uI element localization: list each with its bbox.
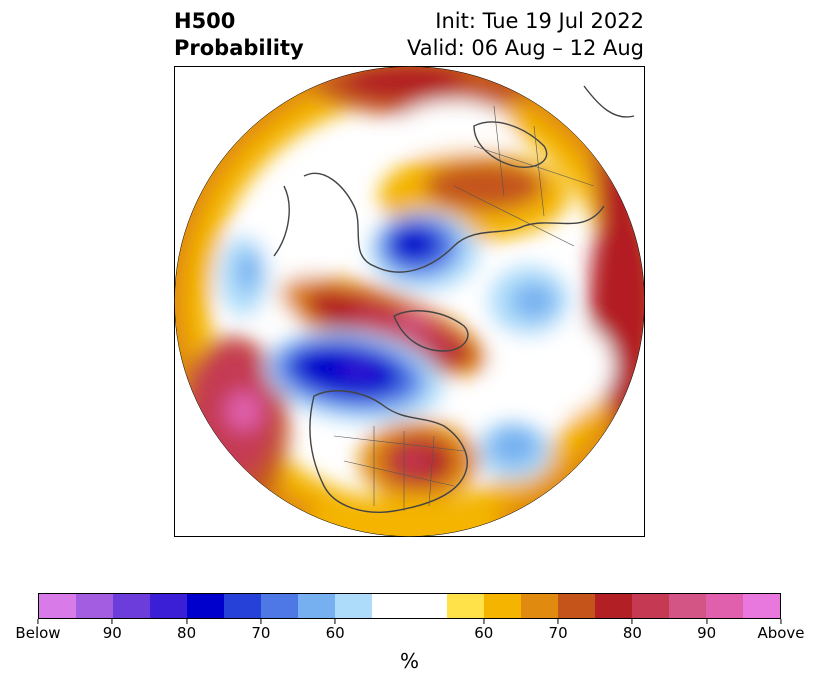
colorbar-segment xyxy=(409,594,447,618)
colorbar-ticks: Below 90 80 70 60 60 70 80 90 Above xyxy=(15,619,805,649)
valid-range: Valid: 06 Aug – 12 Aug xyxy=(406,36,644,60)
colorbar-tick-label: Above xyxy=(757,624,805,642)
title-right: Init: Tue 19 Jul 2022 Valid: 06 Aug – 12… xyxy=(407,8,644,62)
colorbar-tick-label: 70 xyxy=(251,624,271,642)
colorbar-segment xyxy=(150,594,188,618)
colorbar-segment xyxy=(335,594,373,618)
coastlines xyxy=(273,85,635,513)
colorbar-segment xyxy=(631,594,669,618)
colorbar-tick: 80 xyxy=(177,619,196,642)
init-date: Init: Tue 19 Jul 2022 xyxy=(435,9,644,33)
colorbar-tick-label: Below xyxy=(15,624,61,642)
colorbar-tick-label: 80 xyxy=(177,624,197,642)
probability-map xyxy=(174,66,645,537)
colorbar-tick: 60 xyxy=(474,619,493,642)
colorbar-segment xyxy=(39,594,77,618)
colorbar-segment xyxy=(261,594,299,618)
colorbar-segment xyxy=(372,594,410,618)
colorbar-unit-label: % xyxy=(399,649,419,673)
colorbar-segment xyxy=(187,594,225,618)
colorbar-tick-label: 90 xyxy=(102,624,122,642)
colorbar-segment xyxy=(224,594,262,618)
colorbar-tick-label: 80 xyxy=(622,624,642,642)
colorbar-tick: 70 xyxy=(549,619,568,642)
colorbar-tick: 60 xyxy=(326,619,345,642)
map-boundary xyxy=(174,66,645,537)
colorbar-tick: 80 xyxy=(623,619,642,642)
colorbar-segment xyxy=(705,594,743,618)
colorbar xyxy=(38,593,781,619)
colorbar-tick: 90 xyxy=(103,619,122,642)
colorbar-segment xyxy=(520,594,558,618)
colorbar-segment xyxy=(557,594,595,618)
colorbar-tick: 70 xyxy=(251,619,270,642)
colorbar-segment xyxy=(298,594,336,618)
colorbar-segment xyxy=(668,594,706,618)
colorbar-segment xyxy=(113,594,151,618)
colorbar-tick-label: 60 xyxy=(325,624,345,642)
colorbar-tick-label: 70 xyxy=(548,624,568,642)
colorbar-tick-label: 60 xyxy=(474,624,494,642)
colorbar-segment xyxy=(594,594,632,618)
colorbar-segment xyxy=(446,594,484,618)
title-type: Probability xyxy=(174,36,304,60)
colorbar-tick-label: 90 xyxy=(697,624,717,642)
colorbar-tick: 90 xyxy=(697,619,716,642)
colorbar-segment xyxy=(742,594,780,618)
title-variable: H500 xyxy=(174,9,236,33)
colorbar-segment xyxy=(76,594,114,618)
colorbar-tick: Below xyxy=(15,619,61,642)
borders xyxy=(333,105,595,511)
probability-field xyxy=(174,66,645,537)
title-left: H500 Probability xyxy=(174,8,304,62)
colorbar-segment xyxy=(483,594,521,618)
colorbar-tick: Above xyxy=(757,619,805,642)
